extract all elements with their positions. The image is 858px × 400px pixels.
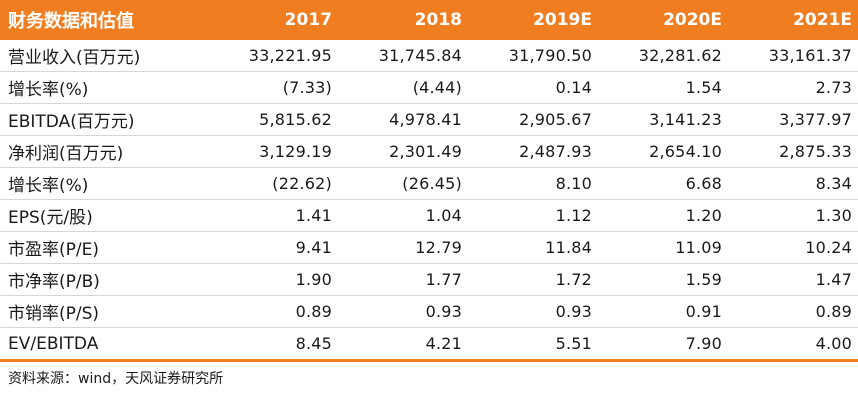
table-cell: 31,790.50 (468, 40, 598, 72)
table-cell: 4.21 (338, 327, 468, 362)
table-cell: 2,487.93 (468, 135, 598, 168)
table-cell: 7.90 (598, 327, 728, 362)
table-row: EV/EBITDA 8.45 4.21 5.51 7.90 4.00 (0, 327, 858, 362)
row-label: 增长率(%) (0, 167, 208, 200)
table-header-row: 财务数据和估值 2017 2018 2019E 2020E 2021E (0, 0, 858, 40)
table-cell: 1.20 (598, 199, 728, 232)
table-cell: 2,875.33 (728, 135, 858, 168)
table-cell: 2,905.67 (468, 103, 598, 136)
table-cell: 32,281.62 (598, 40, 728, 72)
table-cell: 33,221.95 (208, 40, 338, 72)
column-header-2021e: 2021E (793, 10, 852, 30)
table-cell: 1.54 (598, 71, 728, 104)
table-cell: (4.44) (338, 71, 468, 104)
table-cell: 1.30 (728, 199, 858, 232)
table-cell: 2.73 (728, 71, 858, 104)
table-row: EBITDA(百万元) 5,815.62 4,978.41 2,905.67 3,141… (0, 103, 858, 136)
table-row: 增长率(%) (22.62) (26.45) 8.10 6.68 8.34 (0, 167, 858, 200)
table-row: 市净率(P/B) 1.90 1.77 1.72 1.59 1.47 (0, 263, 858, 296)
table-cell: 4.00 (728, 327, 858, 362)
table-cell: 3,377.97 (728, 103, 858, 136)
table-cell: 1.77 (338, 263, 468, 296)
table-cell: 33,161.37 (728, 40, 858, 72)
table-cell: 11.84 (468, 231, 598, 264)
table-row: 增长率(%) (7.33) (4.44) 0.14 1.54 2.73 (0, 71, 858, 104)
table-cell: 1.59 (598, 263, 728, 296)
row-label: EBITDA(百万元) (0, 103, 208, 136)
table-cell: 6.68 (598, 167, 728, 200)
table-cell: 4,978.41 (338, 103, 468, 136)
table-cell: 8.10 (468, 167, 598, 200)
table-row: 营业收入(百万元) 33,221.95 31,745.84 31,790.50 32,2… (0, 40, 858, 72)
financial-data-table: 财务数据和估值 2017 2018 2019E 2020E 2021E 营业收入… (0, 0, 858, 362)
column-header-2019e: 2019E (533, 10, 592, 30)
table-cell: 1.90 (208, 263, 338, 296)
table-cell: 0.14 (468, 71, 598, 104)
table-cell: 31,745.84 (338, 40, 468, 72)
table-cell: 0.89 (208, 295, 338, 328)
row-label: 市净率(P/B) (0, 263, 208, 296)
table-cell: 3,129.19 (208, 135, 338, 168)
table-cell: 1.41 (208, 199, 338, 232)
table-cell: 1.12 (468, 199, 598, 232)
row-label: EPS(元/股) (0, 199, 208, 232)
table-cell: 0.93 (468, 295, 598, 328)
table-cell: (26.45) (338, 167, 468, 200)
table-cell: 9.41 (208, 231, 338, 264)
table-row: 市销率(P/S) 0.89 0.93 0.93 0.91 0.89 (0, 295, 858, 328)
table-cell: 0.93 (338, 295, 468, 328)
row-label: 市盈率(P/E) (0, 231, 208, 264)
table-cell: 8.34 (728, 167, 858, 200)
source-note: 资料来源：wind，天风证券研究所 (8, 371, 224, 387)
table-title: 财务数据和估值 (8, 11, 134, 32)
table-body: 营业收入(百万元) 33,221.95 31,745.84 31,790.50 32,2… (0, 40, 858, 362)
row-label: 增长率(%) (0, 71, 208, 104)
row-label: EV/EBITDA (0, 327, 208, 362)
table-cell: (7.33) (208, 71, 338, 104)
table-cell: 1.47 (728, 263, 858, 296)
table-row: 净利润(百万元) 3,129.19 2,301.49 2,487.93 2,654.10… (0, 135, 858, 168)
row-label: 市销率(P/S) (0, 295, 208, 328)
table-cell: (22.62) (208, 167, 338, 200)
column-header-2018: 2018 (414, 10, 462, 30)
table-cell: 8.45 (208, 327, 338, 362)
row-label: 净利润(百万元) (0, 135, 208, 168)
column-header-2020e: 2020E (663, 10, 722, 30)
table-row: EPS(元/股) 1.41 1.04 1.12 1.20 1.30 (0, 199, 858, 232)
table-cell: 3,141.23 (598, 103, 728, 136)
table-cell: 1.04 (338, 199, 468, 232)
table-cell: 2,301.49 (338, 135, 468, 168)
table-cell: 10.24 (728, 231, 858, 264)
table-cell: 0.91 (598, 295, 728, 328)
row-label: 营业收入(百万元) (0, 40, 208, 72)
table-cell: 0.89 (728, 295, 858, 328)
table-cell: 12.79 (338, 231, 468, 264)
table-cell: 5.51 (468, 327, 598, 362)
table-cell: 11.09 (598, 231, 728, 264)
table-cell: 1.72 (468, 263, 598, 296)
column-header-2017: 2017 (284, 10, 332, 30)
table-cell: 5,815.62 (208, 103, 338, 136)
table-cell: 2,654.10 (598, 135, 728, 168)
table-row: 市盈率(P/E) 9.41 12.79 11.84 11.09 10.24 (0, 231, 858, 264)
